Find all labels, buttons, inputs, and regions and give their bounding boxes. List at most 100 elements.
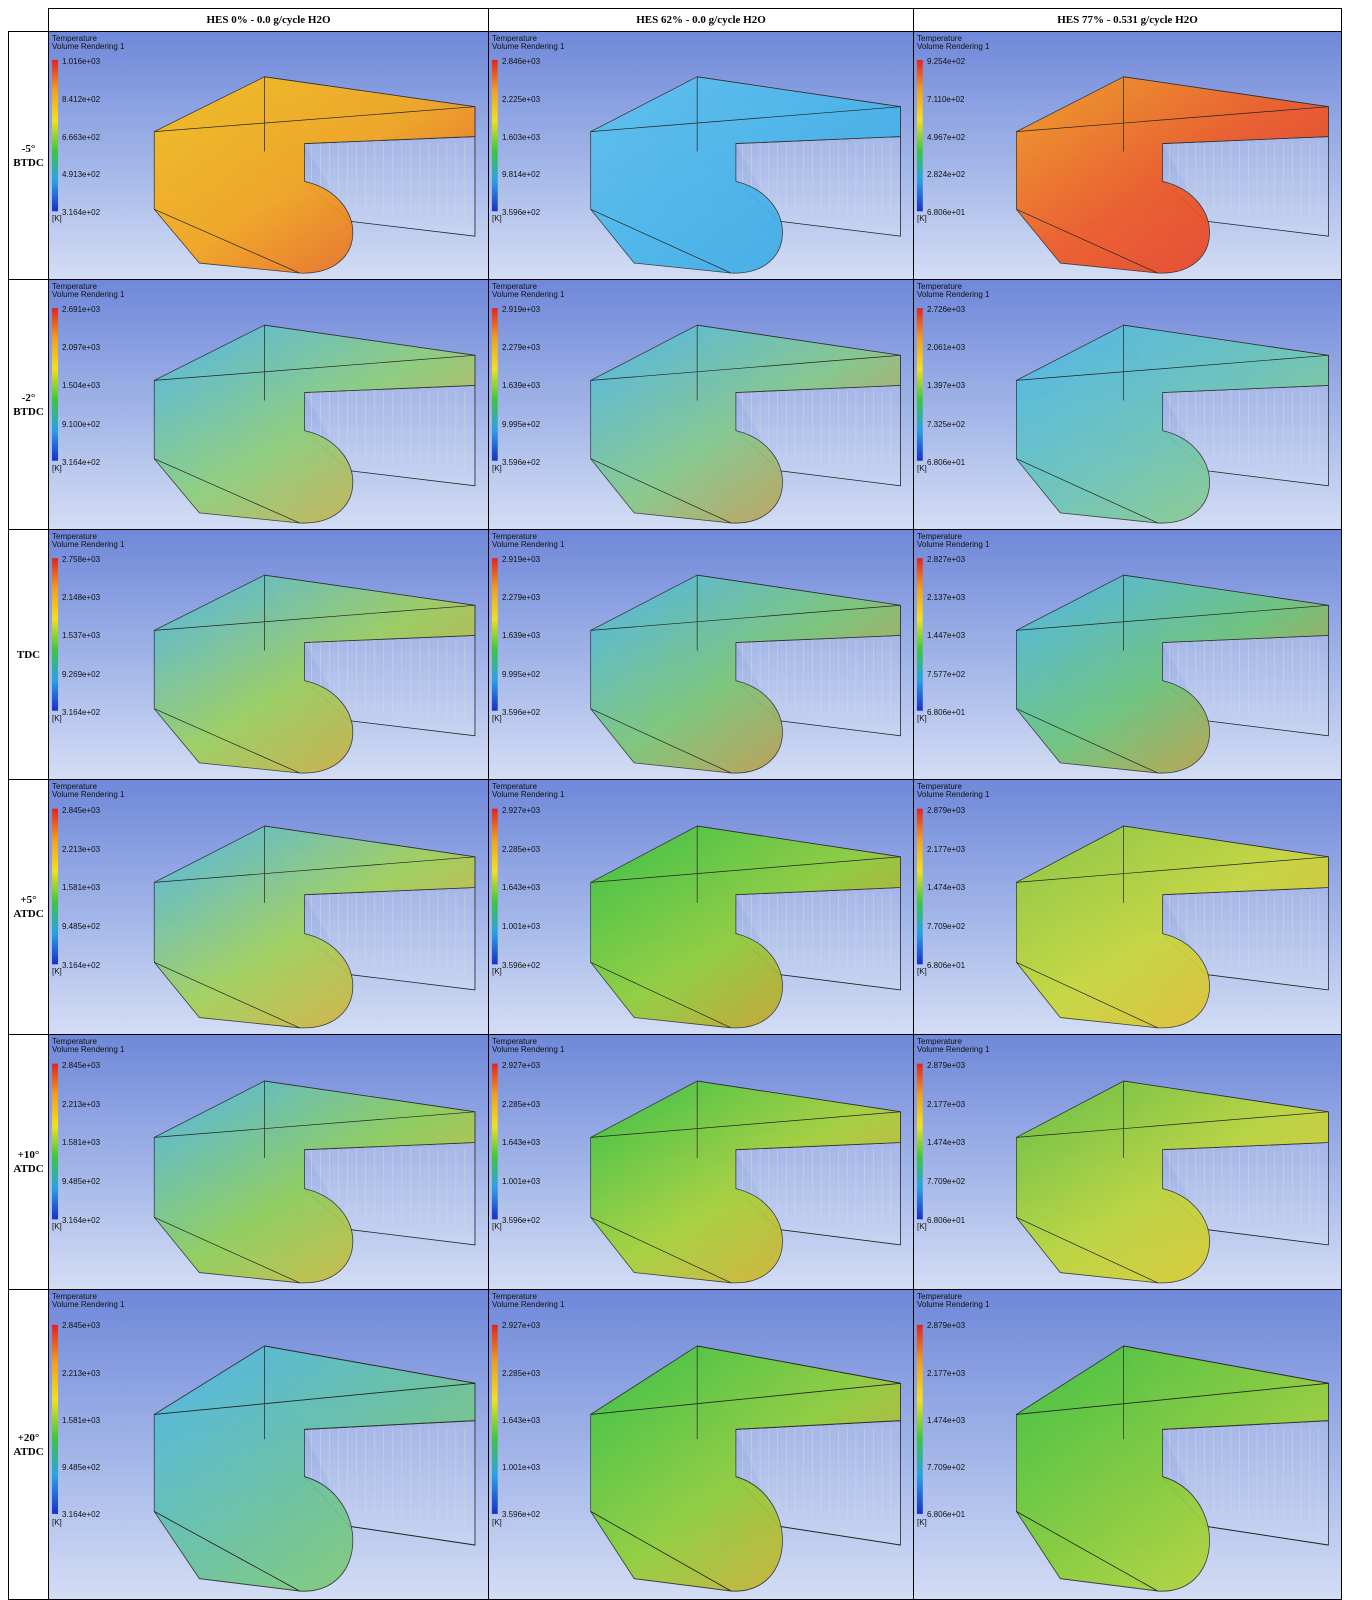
legend-value: 2.279e+03 <box>502 594 540 602</box>
row-label: TDC <box>8 529 49 780</box>
legend-value: 1.016e+03 <box>62 58 100 66</box>
row-label: +5°ATDC <box>8 779 49 1035</box>
legend-value: 1.001e+03 <box>502 1464 540 1472</box>
legend-value: 1.447e+03 <box>927 632 965 640</box>
legend-subtitle: Volume Rendering 1 <box>492 291 565 299</box>
legend-value: 2.879e+03 <box>927 807 965 815</box>
rendering <box>489 32 914 280</box>
legend-value: 2.225e+03 <box>502 96 540 104</box>
legend-bar <box>52 1064 58 1220</box>
legend-bar <box>492 60 498 211</box>
legend-value: 6.806e+01 <box>927 962 965 970</box>
legend-value: 3.164e+02 <box>62 459 100 467</box>
legend-value: 2.691e+03 <box>62 306 100 314</box>
legend-unit: [K] <box>917 715 927 723</box>
legend-value: 3.596e+02 <box>502 962 540 970</box>
legend-value: 2.137e+03 <box>927 594 965 602</box>
legend-subtitle: Volume Rendering 1 <box>492 1046 565 1054</box>
legend-value: 1.474e+03 <box>927 1139 965 1147</box>
legend-value: 1.504e+03 <box>62 382 100 390</box>
legend-value: 9.995e+02 <box>502 421 540 429</box>
figure: HES 0% - 0.0 g/cycle H2OHES 62% - 0.0 g/… <box>0 0 1372 1599</box>
legend-subtitle: Volume Rendering 1 <box>52 541 125 549</box>
legend-unit: [K] <box>917 968 927 976</box>
legend-value: 9.100e+02 <box>62 421 100 429</box>
rendering <box>49 1035 489 1290</box>
legend-value: 2.758e+03 <box>62 556 100 564</box>
row-label: -2°BTDC <box>8 279 49 530</box>
rendering-cell: TemperatureVolume Rendering 12.879e+032.… <box>913 1034 1342 1290</box>
legend-value: 4.967e+02 <box>927 134 965 142</box>
row-label: -5°BTDC <box>8 31 49 280</box>
legend-value: 6.806e+01 <box>927 709 965 717</box>
legend-value: 6.806e+01 <box>927 1511 965 1519</box>
legend-value: 2.919e+03 <box>502 556 540 564</box>
legend-bar <box>492 1325 498 1514</box>
legend-value: 6.806e+01 <box>927 209 965 217</box>
legend-value: 1.643e+03 <box>502 1417 540 1425</box>
legend-unit: [K] <box>492 1519 502 1527</box>
legend-value: 1.581e+03 <box>62 1417 100 1425</box>
legend-bar <box>492 809 498 965</box>
legend-subtitle: Volume Rendering 1 <box>52 43 125 51</box>
legend-value: 2.279e+03 <box>502 344 540 352</box>
legend-value: 3.596e+02 <box>502 1511 540 1519</box>
legend-bar <box>917 558 923 711</box>
rendering-cell: TemperatureVolume Rendering 12.879e+032.… <box>913 779 1342 1035</box>
legend-unit: [K] <box>917 1223 927 1231</box>
legend-value: 2.061e+03 <box>927 344 965 352</box>
column-header: HES 77% - 0.531 g/cycle H2O <box>913 8 1342 32</box>
legend-bar <box>917 1325 923 1514</box>
legend-unit: [K] <box>917 465 927 473</box>
rendering-cell: TemperatureVolume Rendering 12.691e+032.… <box>48 279 489 530</box>
legend-value: 2.213e+03 <box>62 1101 100 1109</box>
legend-value: 2.148e+03 <box>62 594 100 602</box>
legend-unit: [K] <box>492 465 502 473</box>
legend-bar <box>492 1064 498 1220</box>
legend-value: 7.709e+02 <box>927 1178 965 1186</box>
legend-value: 1.001e+03 <box>502 1178 540 1186</box>
rendering <box>489 530 914 780</box>
legend-value: 2.827e+03 <box>927 556 965 564</box>
rendering <box>914 530 1342 780</box>
legend-value: 1.001e+03 <box>502 923 540 931</box>
legend-value: 1.639e+03 <box>502 382 540 390</box>
legend-subtitle: Volume Rendering 1 <box>52 1301 125 1309</box>
legend-value: 1.474e+03 <box>927 884 965 892</box>
legend-value: 3.164e+02 <box>62 1217 100 1225</box>
legend-value: 2.213e+03 <box>62 1370 100 1378</box>
legend-value: 2.285e+03 <box>502 1370 540 1378</box>
legend-subtitle: Volume Rendering 1 <box>52 791 125 799</box>
row-label-line: +5° <box>20 893 36 907</box>
legend-value: 2.097e+03 <box>62 344 100 352</box>
legend-value: 1.639e+03 <box>502 632 540 640</box>
legend-bar <box>917 308 923 461</box>
legend-value: 8.412e+02 <box>62 96 100 104</box>
legend-value: 2.927e+03 <box>502 1062 540 1070</box>
legend-value: 3.596e+02 <box>502 459 540 467</box>
rendering <box>914 32 1342 280</box>
legend-bar <box>917 60 923 211</box>
legend-unit: [K] <box>52 1519 62 1527</box>
legend-value: 9.485e+02 <box>62 1178 100 1186</box>
legend-subtitle: Volume Rendering 1 <box>917 291 990 299</box>
legend-subtitle: Volume Rendering 1 <box>492 43 565 51</box>
rendering <box>49 780 489 1035</box>
rendering <box>489 1290 914 1600</box>
legend-value: 3.596e+02 <box>502 709 540 717</box>
rendering <box>49 32 489 280</box>
legend-unit: [K] <box>492 215 502 223</box>
legend-value: 3.164e+02 <box>62 209 100 217</box>
rendering <box>489 280 914 530</box>
legend-value: 2.285e+03 <box>502 846 540 854</box>
legend-value: 9.269e+02 <box>62 671 100 679</box>
legend-value: 2.919e+03 <box>502 306 540 314</box>
legend-value: 1.581e+03 <box>62 884 100 892</box>
legend-value: 2.177e+03 <box>927 1101 965 1109</box>
legend-subtitle: Volume Rendering 1 <box>492 541 565 549</box>
legend-unit: [K] <box>492 1223 502 1231</box>
